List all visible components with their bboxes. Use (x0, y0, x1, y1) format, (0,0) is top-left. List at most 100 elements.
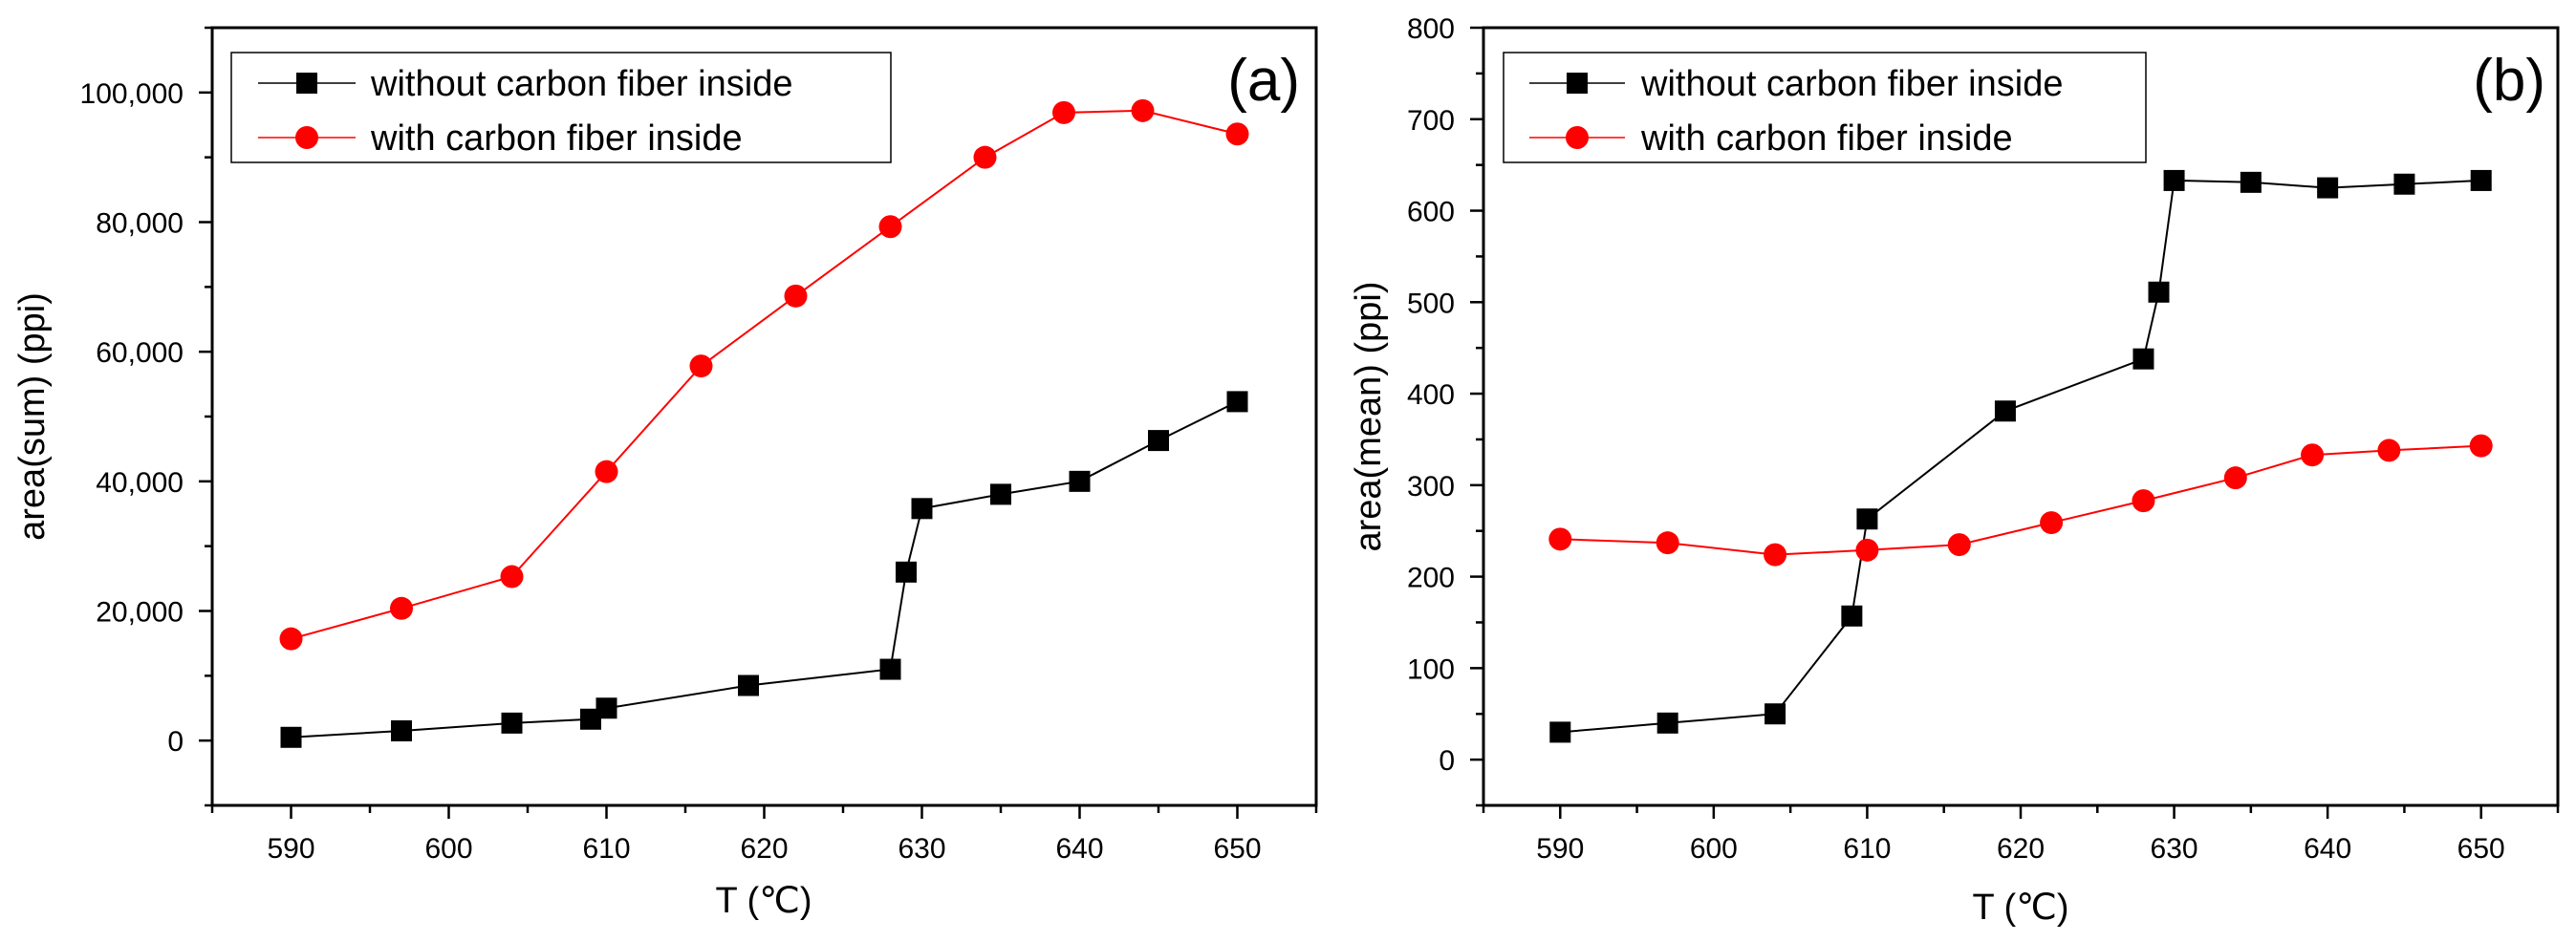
legend: without carbon fiber inside with carbon … (1503, 52, 2147, 163)
x-tick-label: 600 (1690, 833, 1738, 865)
data-point-circle (2301, 443, 2325, 467)
data-point-circle (1947, 533, 1971, 557)
series-line-0 (291, 400, 1238, 739)
data-point-square (280, 726, 302, 748)
data-point-circle (500, 565, 524, 589)
data-point-square (2317, 177, 2339, 199)
panel-a: 0 20,000 40,000 60,000 80,000 100,000 590 600 6… (12, 26, 1318, 921)
data-point-circle (2223, 466, 2247, 490)
data-point-circle (2377, 439, 2401, 462)
data-point-square (1069, 470, 1091, 492)
data-point-square (990, 483, 1011, 505)
data-point-circle (784, 284, 808, 308)
panel-b: 0 100 200 300 400 500 600 700 800 590 600 610 620 63… (1349, 13, 2560, 928)
data-point-square (2393, 173, 2415, 195)
x-tick-label: 650 (2457, 833, 2505, 865)
y-tick-label: 300 (1407, 471, 1455, 503)
x-tick-label: 590 (267, 833, 314, 865)
y-tick-label: 800 (1407, 13, 1455, 45)
data-markers (279, 98, 1249, 748)
data-point-circle (973, 145, 997, 169)
legend-label-without-carbon-fiber: without carbon fiber inside (370, 64, 792, 104)
panel-label-b: (b) (2473, 48, 2545, 114)
y-tick-label: 0 (1439, 745, 1455, 777)
legend-label-without-carbon-fiber: without carbon fiber inside (1640, 64, 2063, 104)
data-point-circle (279, 627, 303, 651)
y-tick-label: 40,000 (96, 467, 184, 499)
data-point-square (1994, 400, 2016, 422)
series-line-1 (1560, 444, 2481, 556)
data-point-square (2132, 348, 2154, 370)
series-lines (291, 109, 1238, 739)
data-point-square (1148, 430, 1169, 452)
y-tick-label: 400 (1407, 379, 1455, 411)
data-point-square (2470, 169, 2492, 191)
legend-label-with-carbon-fiber: with carbon fiber inside (1640, 118, 2013, 159)
y-tick-label: 200 (1407, 563, 1455, 594)
x-axis-title: T (℃) (715, 881, 812, 921)
data-point-circle (1656, 531, 1679, 555)
data-point-square (879, 658, 901, 680)
data-point-square (391, 719, 412, 741)
data-point-circle (1052, 100, 1075, 124)
data-point-circle (2040, 511, 2064, 535)
y-tick-label: 60,000 (96, 337, 184, 369)
legend: without carbon fiber inside with carbon … (230, 52, 892, 163)
data-point-circle (1225, 122, 1249, 146)
series-line-0 (1560, 179, 2481, 734)
data-point-circle (1131, 98, 1155, 122)
x-tick-label: 600 (424, 833, 472, 865)
y-axis-title: area(mean) (ppi) (1349, 282, 1389, 552)
data-point-circle (1548, 527, 1572, 551)
data-point-circle (878, 215, 902, 239)
legend-box (1503, 52, 2147, 163)
x-tick-label: 610 (1843, 833, 1891, 865)
data-markers (1548, 169, 2493, 743)
y-tick-label: 700 (1407, 105, 1455, 137)
data-point-square (1764, 703, 1786, 725)
x-tick-label: 630 (898, 833, 945, 865)
x-tick-label: 650 (1213, 833, 1261, 865)
data-point-square (2240, 171, 2262, 193)
data-point-circle (390, 596, 413, 620)
series-lines (1560, 179, 2481, 734)
x-tick-label: 590 (1536, 833, 1584, 865)
legend-marker-without-carbon-fiber (296, 73, 317, 94)
x-tick-label: 610 (582, 833, 630, 865)
y-tick-label: 100 (1407, 653, 1455, 685)
panel-label-a: (a) (1227, 48, 1300, 114)
data-point-circle (2132, 489, 2155, 513)
x-tick-label: 640 (2304, 833, 2351, 865)
x-axis: 590 600 610 620 630 640 650 (1482, 805, 2560, 865)
y-tick-label: 500 (1407, 288, 1455, 319)
data-point-square (1549, 721, 1571, 743)
series-line-1 (291, 109, 1238, 640)
data-point-circle (1764, 543, 1787, 567)
legend-marker-without-carbon-fiber (1567, 73, 1588, 94)
y-tick-label: 20,000 (96, 597, 184, 629)
data-point-square (1226, 391, 1248, 413)
y-tick-label: 0 (167, 726, 184, 758)
x-tick-label: 620 (1997, 833, 2045, 865)
data-point-circle (2469, 434, 2493, 458)
data-point-circle (689, 354, 713, 378)
data-point-square (738, 674, 759, 696)
data-point-square (2163, 169, 2185, 191)
data-point-square (1841, 605, 1863, 627)
data-point-square (1656, 712, 1678, 734)
data-point-square (2148, 281, 2170, 303)
data-point-circle (595, 460, 618, 483)
x-axis: 590 600 610 620 630 640 650 (210, 805, 1318, 865)
x-tick-label: 620 (740, 833, 788, 865)
y-axis: 0 100 200 300 400 500 600 700 800 (1407, 13, 1483, 807)
data-point-square (896, 561, 917, 583)
legend-marker-with-carbon-fiber (1566, 126, 1589, 149)
y-axis: 0 20,000 40,000 60,000 80,000 100,000 (80, 26, 212, 807)
data-point-square (1856, 508, 1878, 530)
y-tick-label: 80,000 (96, 208, 184, 240)
x-axis-title: T (℃) (1972, 888, 2068, 928)
x-tick-label: 630 (2151, 833, 2198, 865)
x-tick-label: 640 (1055, 833, 1103, 865)
y-tick-label: 600 (1407, 197, 1455, 228)
